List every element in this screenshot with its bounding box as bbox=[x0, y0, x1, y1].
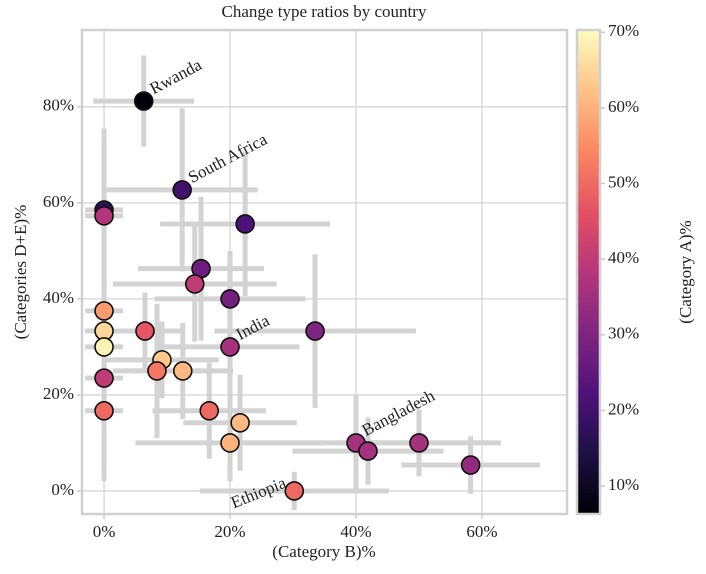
point-label: India bbox=[233, 310, 273, 343]
point bbox=[235, 214, 255, 234]
point bbox=[220, 289, 240, 309]
point bbox=[94, 206, 114, 226]
colorbar-tick-label: 30% bbox=[608, 324, 639, 343]
point bbox=[135, 321, 155, 341]
point bbox=[199, 400, 220, 421]
chart-title: Change type ratios by country bbox=[222, 2, 427, 21]
colorbar-tick-label: 50% bbox=[608, 172, 639, 191]
point bbox=[305, 321, 325, 341]
point bbox=[147, 361, 167, 381]
x-tick-label: 0% bbox=[93, 522, 116, 541]
point bbox=[133, 91, 154, 111]
colorbar-tick-label: 60% bbox=[608, 97, 639, 116]
point-label: Bangladesh bbox=[359, 386, 438, 440]
x-axis-label: (Category B)% bbox=[272, 542, 375, 561]
colorbar-tick-label: 70% bbox=[608, 21, 639, 40]
x-tick-label: 40% bbox=[340, 522, 371, 541]
point bbox=[172, 361, 193, 381]
point-label: Rwanda bbox=[147, 55, 206, 98]
y-tick-label: 0% bbox=[51, 480, 74, 499]
colorbar-tick-label: 20% bbox=[608, 399, 639, 418]
point bbox=[220, 337, 240, 357]
point bbox=[94, 400, 114, 421]
y-axis-label: (Categories D+E)% bbox=[11, 205, 30, 340]
y-tick-label: 20% bbox=[43, 384, 74, 403]
y-tick-label: 40% bbox=[43, 288, 74, 307]
point-label: South Africa bbox=[185, 129, 271, 187]
point bbox=[284, 481, 305, 501]
point bbox=[230, 412, 250, 433]
x-tick-label: 20% bbox=[214, 522, 245, 541]
y-tick-label: 80% bbox=[43, 96, 74, 115]
plot-frame bbox=[80, 28, 569, 516]
point bbox=[409, 433, 429, 453]
point bbox=[184, 274, 205, 294]
point bbox=[172, 180, 192, 200]
point-label: Ethiopia bbox=[228, 473, 289, 512]
point bbox=[94, 368, 114, 388]
point bbox=[94, 301, 114, 321]
point bbox=[460, 455, 481, 475]
colorbar-tick-label: 10% bbox=[608, 475, 639, 494]
y-tick-label: 60% bbox=[43, 192, 74, 211]
x-tick-label: 60% bbox=[466, 522, 497, 541]
colorbar-tick-label: 40% bbox=[608, 248, 639, 267]
colorbar bbox=[575, 28, 602, 516]
colorbar-label: (Category A)% bbox=[676, 220, 695, 323]
point bbox=[358, 441, 378, 461]
point bbox=[94, 337, 114, 357]
point bbox=[220, 433, 240, 453]
